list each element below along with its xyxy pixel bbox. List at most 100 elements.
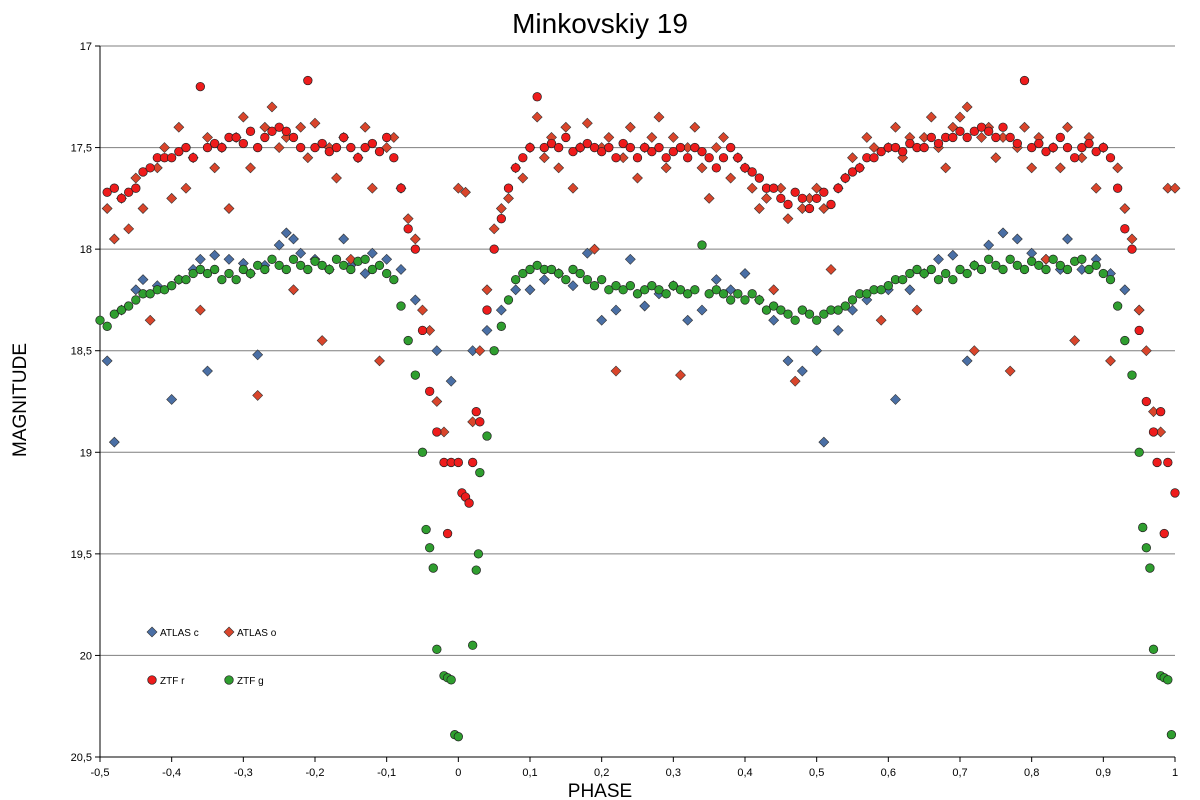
data-point	[690, 285, 700, 295]
y-tick-label: 19	[80, 447, 92, 459]
data-point	[925, 111, 937, 123]
data-point	[309, 117, 321, 129]
data-point	[195, 264, 205, 275]
data-point	[381, 142, 393, 153]
data-point	[890, 142, 901, 153]
data-point	[933, 138, 944, 149]
data-point	[647, 281, 657, 291]
data-point	[984, 126, 994, 136]
data-point	[531, 111, 543, 123]
data-point	[1090, 182, 1102, 194]
data-point	[855, 163, 865, 173]
data-point	[145, 289, 155, 299]
data-point	[1005, 254, 1015, 264]
data-point	[832, 324, 844, 336]
data-point	[819, 309, 829, 319]
data-point	[409, 294, 421, 306]
data-point	[890, 121, 901, 133]
data-point	[173, 121, 185, 133]
data-point	[302, 152, 314, 164]
data-point	[575, 268, 585, 279]
data-point	[768, 314, 780, 326]
data-point	[624, 253, 636, 265]
data-point	[353, 153, 363, 163]
data-point	[990, 152, 1002, 164]
data-point	[739, 268, 751, 279]
data-point	[581, 117, 593, 129]
data-point	[833, 305, 843, 315]
data-point	[410, 244, 420, 254]
data-point	[288, 254, 299, 264]
data-point	[468, 457, 478, 468]
x-tick-label: -0,4	[162, 767, 181, 779]
data-point	[295, 247, 307, 259]
data-point	[281, 126, 291, 136]
data-point	[761, 192, 772, 204]
series-ztf-r	[102, 75, 1180, 539]
data-point	[726, 295, 736, 305]
data-point	[1138, 522, 1148, 533]
data-point	[296, 260, 306, 271]
data-point	[1141, 396, 1151, 407]
data-point	[976, 131, 987, 143]
y-axis-title: MAGNITUDE	[10, 343, 31, 457]
data-point	[237, 111, 249, 123]
data-point	[464, 498, 474, 508]
data-point	[210, 138, 220, 149]
data-point	[790, 187, 800, 197]
data-point	[819, 187, 829, 197]
data-point	[733, 289, 743, 299]
legend-label: ATLAS c	[160, 628, 199, 639]
data-point	[467, 345, 479, 357]
data-point	[746, 182, 758, 194]
data-point	[253, 142, 263, 153]
data-point	[395, 264, 407, 275]
data-point	[144, 314, 156, 326]
data-point	[116, 193, 127, 204]
data-point	[696, 304, 708, 316]
data-point	[1069, 335, 1081, 346]
data-point	[904, 284, 916, 296]
data-point	[1019, 264, 1030, 275]
data-point	[481, 284, 493, 296]
data-point	[546, 264, 557, 275]
legend-marker	[224, 675, 234, 685]
data-point	[581, 247, 593, 259]
x-tick-label: -0,3	[234, 767, 253, 779]
data-point	[174, 146, 184, 157]
data-point	[273, 239, 285, 251]
data-point	[138, 167, 148, 177]
y-ticks: 17 17,5 18 18,5 19 19,5 20 20,5	[71, 41, 100, 764]
data-point	[410, 370, 420, 380]
data-point	[538, 274, 550, 286]
data-point	[374, 146, 385, 157]
data-point	[582, 274, 592, 285]
data-point	[947, 121, 959, 133]
data-point	[452, 182, 464, 194]
data-point	[166, 394, 178, 405]
data-point	[471, 565, 481, 575]
data-point	[690, 142, 700, 153]
data-point	[747, 167, 757, 177]
data-point	[1170, 488, 1180, 498]
data-point	[1034, 138, 1044, 149]
data-point	[754, 295, 764, 305]
data-point	[1119, 284, 1131, 296]
data-point	[610, 304, 622, 316]
legend: ATLAS c ATLAS o ZTF r ZTF g	[146, 626, 277, 687]
data-point	[402, 213, 414, 225]
data-point	[840, 301, 850, 311]
data-point	[624, 121, 636, 133]
data-point	[503, 192, 514, 204]
data-point	[811, 345, 823, 357]
data-point	[137, 274, 149, 286]
data-point	[1105, 153, 1116, 163]
data-point	[510, 284, 522, 296]
data-point	[324, 264, 334, 275]
data-point	[367, 264, 377, 275]
data-point	[1113, 301, 1123, 311]
data-point	[1145, 563, 1155, 573]
data-point	[1084, 264, 1094, 275]
data-point	[473, 549, 484, 559]
data-point	[181, 142, 191, 153]
